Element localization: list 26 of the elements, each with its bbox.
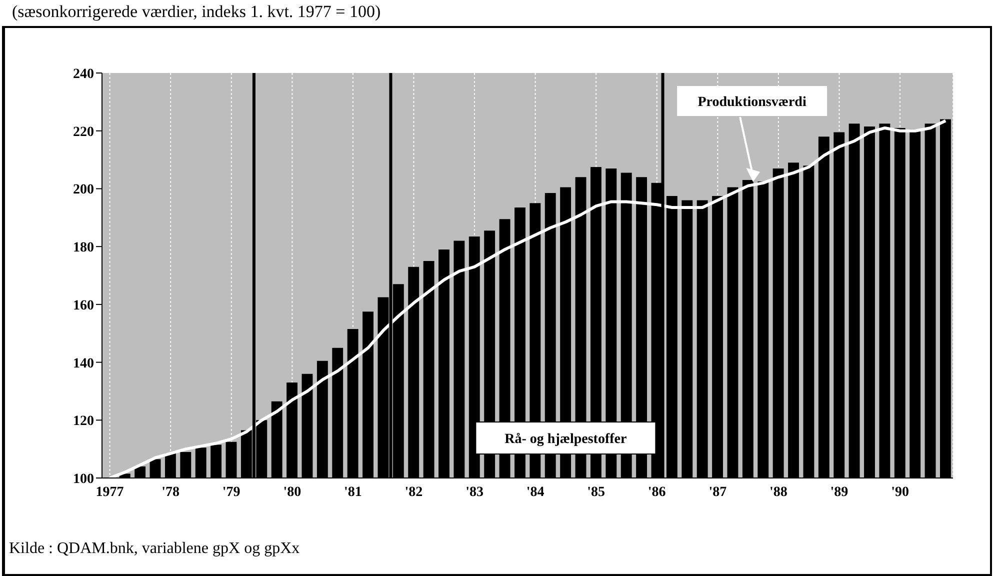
series-label: Rå- og hjælpestoffer: [504, 432, 627, 447]
x-tick-label: '90: [891, 484, 909, 500]
x-tick-label: 1977: [96, 484, 124, 500]
y-tick-label: 200: [73, 182, 94, 198]
y-tick-label: 180: [73, 240, 94, 256]
y-tick-label: 160: [73, 298, 94, 314]
x-tick-label: '79: [222, 484, 240, 500]
x-tick-label: '85: [587, 484, 606, 500]
x-tick-label: '83: [466, 484, 484, 500]
x-tick-label: '81: [344, 484, 362, 500]
x-tick-label: '82: [404, 484, 423, 500]
text: Produktionsværdi: [698, 95, 806, 110]
x-tick-label: '78: [162, 484, 180, 500]
y-tick-label: 120: [73, 414, 94, 430]
x-tick-label: '87: [708, 484, 727, 500]
text: Kilde : QDAM.bnk, variablene gpX og gpXx: [9, 540, 300, 558]
y-tick-label: 100: [73, 472, 94, 487]
x-tick-label: '84: [526, 484, 544, 500]
x-tick-label: '89: [830, 484, 848, 500]
x-tick-label: '80: [283, 484, 302, 500]
y-tick-label: 240: [73, 66, 94, 82]
y-tick-label: 140: [73, 356, 94, 372]
x-tick-label: '86: [648, 484, 666, 500]
x-tick-label: '88: [769, 484, 788, 500]
chart-title: (sæsonkorrigerede værdier, indeks 1. kvt. 1977 = 100): [12, 2, 381, 22]
y-tick-label: 220: [73, 124, 94, 140]
